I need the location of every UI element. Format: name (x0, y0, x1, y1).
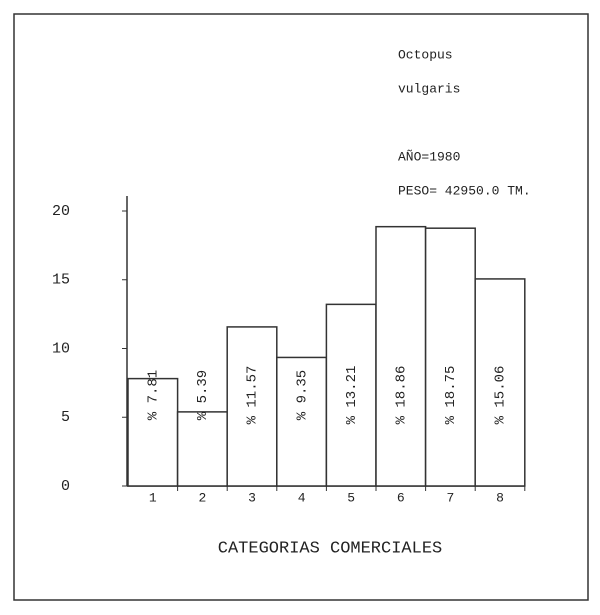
bar (375, 225, 427, 487)
frame (13, 13, 589, 601)
x-tick-label: 3 (248, 490, 256, 505)
y-tick-label: 20 (52, 203, 70, 220)
value-label: % 18.86 (394, 366, 410, 425)
bar (325, 303, 377, 487)
value-label: % 13.21 (344, 366, 360, 425)
value-label: % 7.81 (146, 370, 162, 420)
x-tick-label: 6 (397, 490, 405, 505)
bar (176, 411, 228, 487)
annotation: vulgaris (398, 81, 460, 96)
bar (226, 326, 278, 487)
bar (127, 377, 179, 487)
value-label: % 15.06 (493, 366, 509, 425)
value-label: % 9.35 (294, 370, 310, 420)
value-label: % 5.39 (195, 370, 211, 420)
annotation: PESO= 42950.0 TM. (398, 183, 531, 198)
annotation: AÑO=1980 (398, 149, 460, 164)
x-tick-label: 4 (298, 490, 306, 505)
x-tick-label: 1 (149, 490, 157, 505)
bar (424, 227, 476, 487)
y-tick-label: 0 (61, 478, 70, 495)
x-axis-label: CATEGORIAS COMERCIALES (218, 539, 442, 558)
value-label: % 18.75 (443, 366, 459, 425)
y-tick-label: 10 (52, 340, 70, 357)
y-tick-label: 15 (52, 272, 70, 289)
annotation: Octopus (398, 47, 453, 62)
value-label: % 11.57 (245, 366, 261, 425)
x-tick-label: 8 (496, 490, 504, 505)
x-tick-label: 7 (446, 490, 454, 505)
bar (474, 278, 526, 487)
x-tick-label: 5 (347, 490, 355, 505)
x-tick-label: 2 (198, 490, 206, 505)
y-tick-label: 5 (61, 409, 70, 426)
